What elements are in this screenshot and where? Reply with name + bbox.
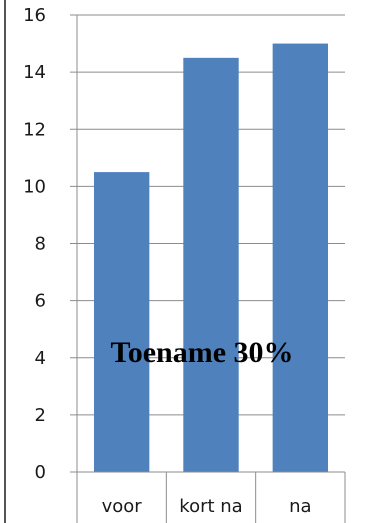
y-tick-label: 14 xyxy=(23,62,46,83)
x-category-label: kort na xyxy=(179,496,242,517)
y-tick-label: 2 xyxy=(35,405,46,426)
bar-kort-na xyxy=(183,57,239,472)
x-category-label: voor xyxy=(102,496,143,517)
bars xyxy=(93,43,329,472)
y-tick-labels: 0 2 4 6 8 10 12 14 16 xyxy=(23,5,46,483)
y-tick-label: 6 xyxy=(35,291,46,312)
x-category-label: na xyxy=(289,496,311,517)
y-tick-label: 10 xyxy=(23,176,46,197)
y-tick-label: 16 xyxy=(23,5,46,26)
y-tick-label: 12 xyxy=(23,119,46,140)
y-tick-label: 8 xyxy=(35,234,46,255)
y-tick-label: 4 xyxy=(35,348,46,369)
chart-annotation: Toename 30% xyxy=(110,336,293,369)
bar-voor xyxy=(93,172,150,472)
axes xyxy=(70,14,346,523)
bar-na xyxy=(272,43,329,472)
y-tick-label: 0 xyxy=(35,462,46,483)
x-category-labels: voor kort na na xyxy=(102,496,312,517)
